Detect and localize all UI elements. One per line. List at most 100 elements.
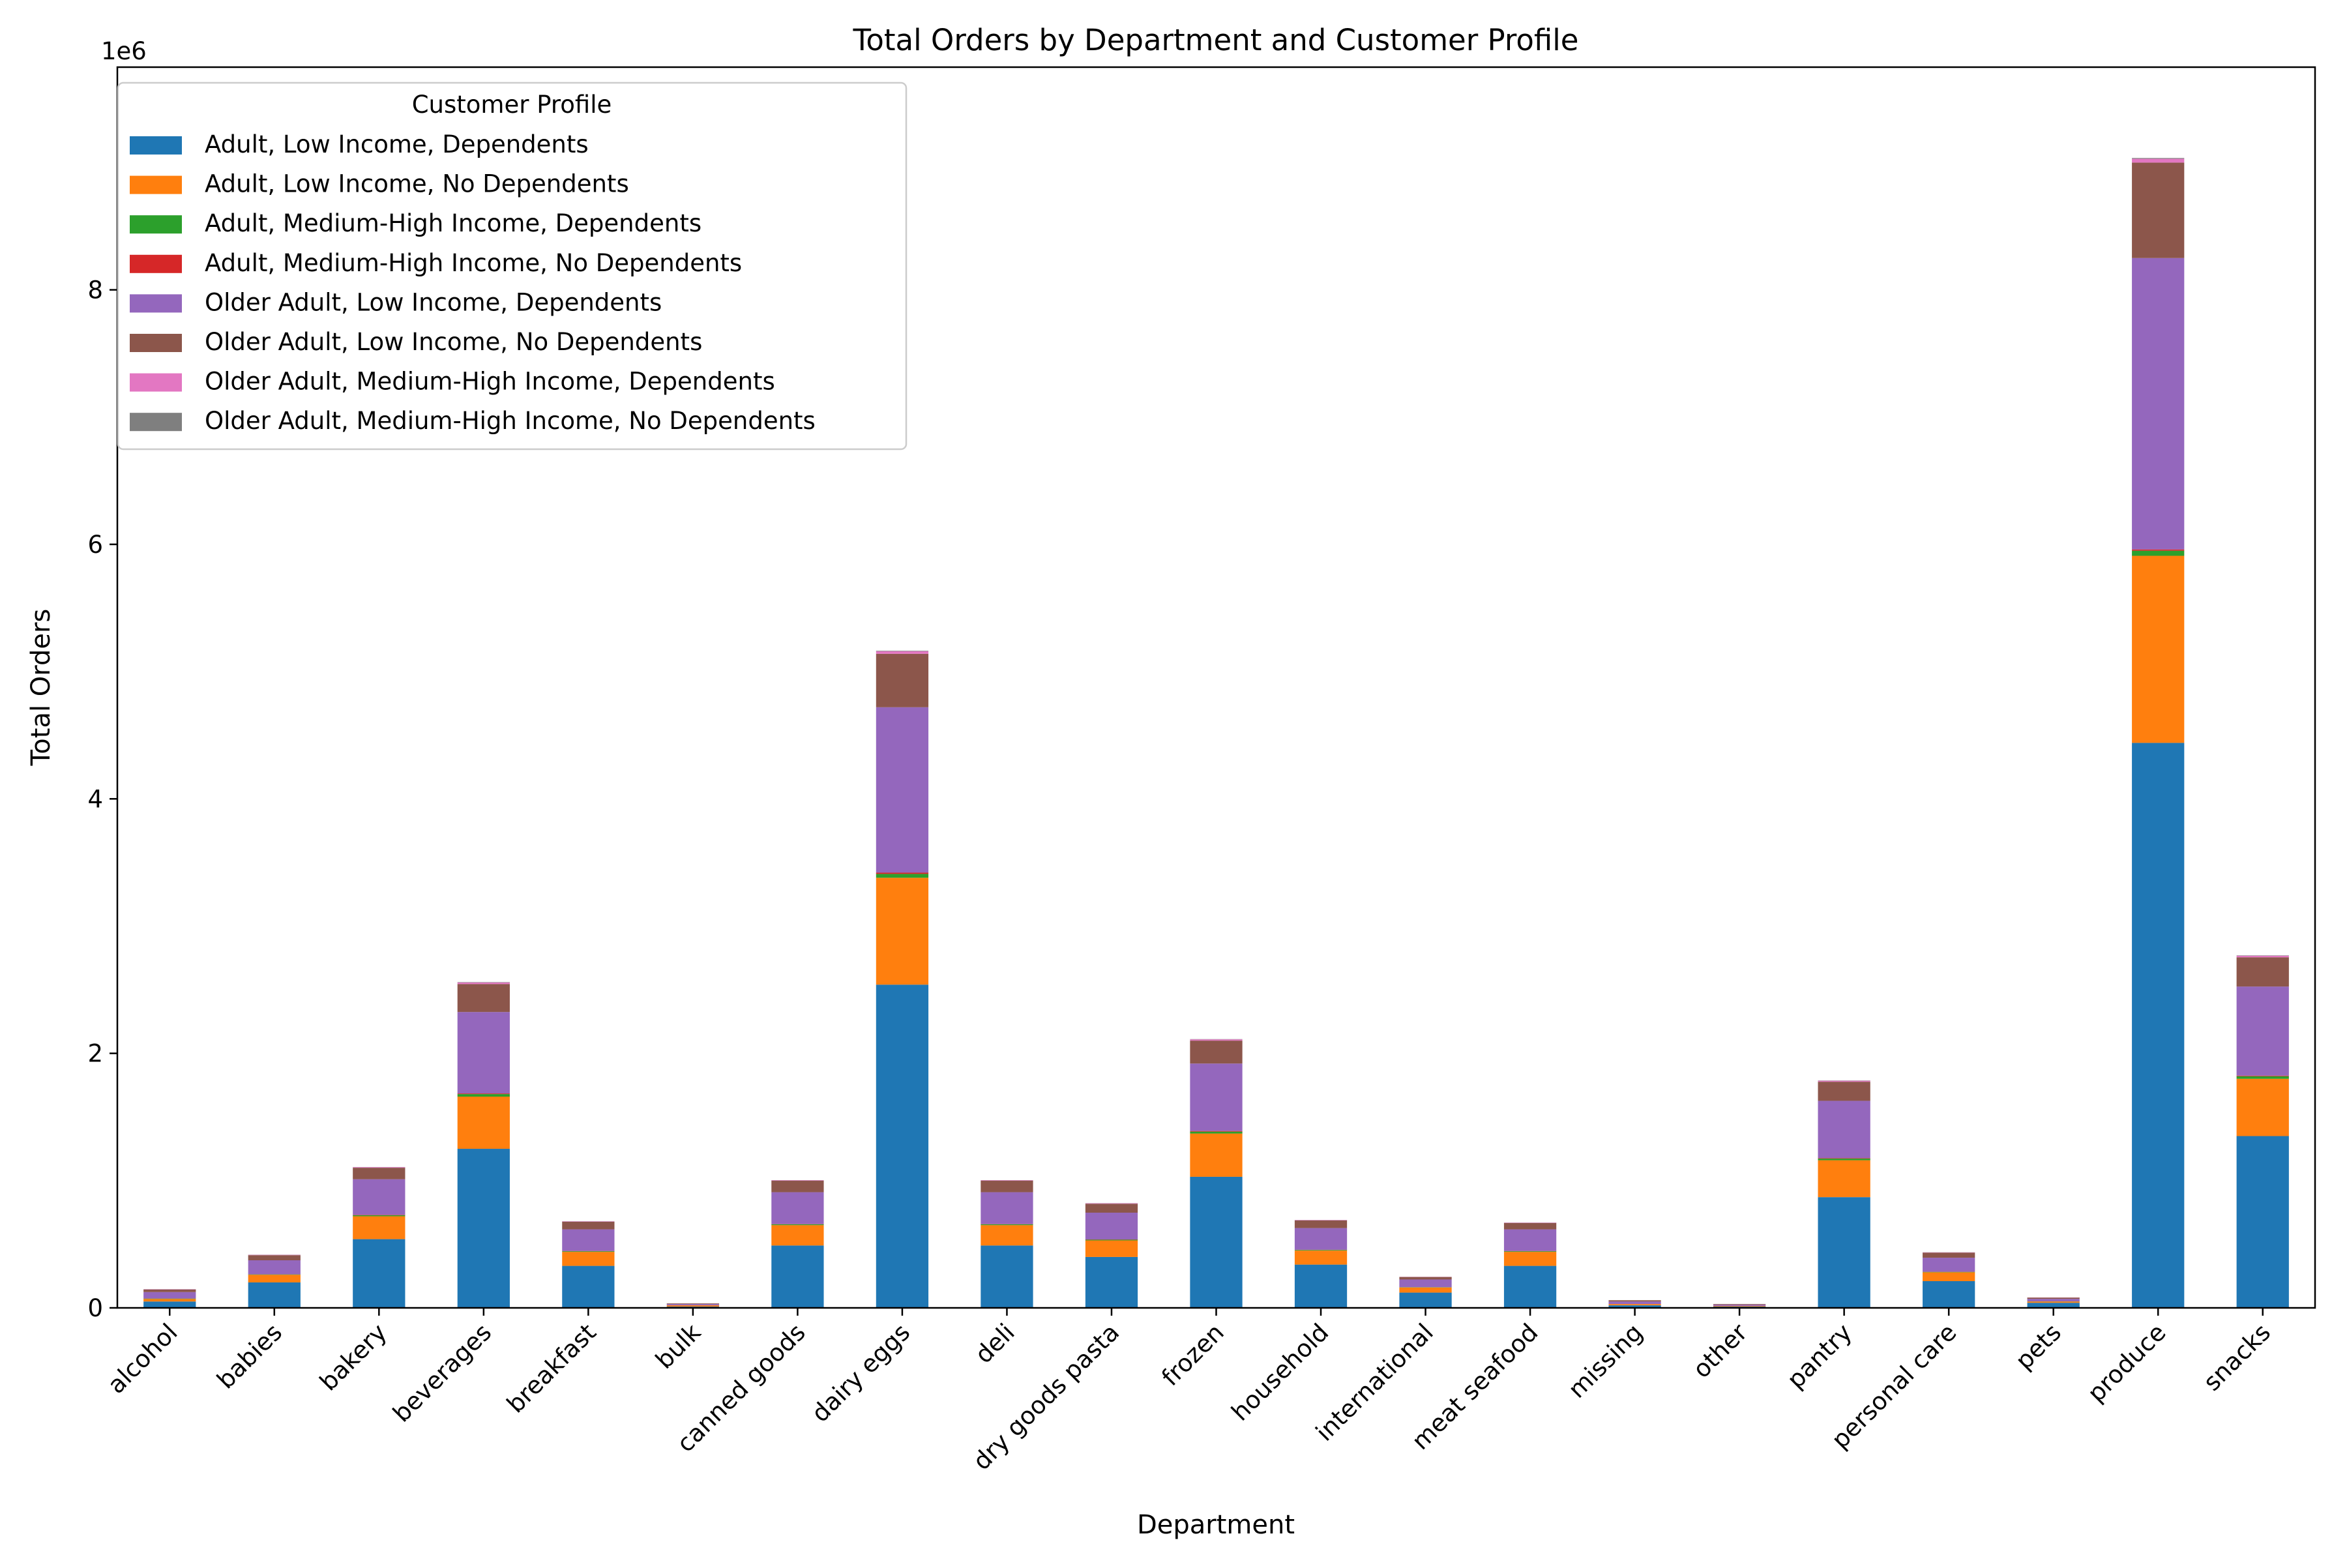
bar-segment-household-series-5 xyxy=(1295,1220,1347,1228)
legend-entry-label: Adult, Low Income, No Dependents xyxy=(205,170,629,198)
bar-segment-beverages-series-6 xyxy=(458,983,510,984)
bar-segment-other-series-4 xyxy=(1713,1305,1765,1306)
bar-segment-dairy-eggs-series-1 xyxy=(876,878,928,984)
bar-segment-bakery-series-1 xyxy=(353,1216,405,1239)
legend-swatch xyxy=(130,334,182,352)
bar-segment-bakery-series-2 xyxy=(353,1215,405,1217)
bar-segment-beverages-series-0 xyxy=(458,1149,510,1308)
bar-segment-snacks-series-4 xyxy=(2237,986,2289,1076)
legend-swatch xyxy=(130,255,182,273)
bar-segment-bulk-series-4 xyxy=(667,1304,719,1305)
bar-segment-personal-care-series-1 xyxy=(1923,1272,1975,1281)
x-axis-label: Department xyxy=(1137,1510,1295,1540)
bar-segment-pets-series-5 xyxy=(2028,1297,2080,1299)
y-tick-label: 8 xyxy=(87,276,103,304)
legend-title: Customer Profile xyxy=(412,91,612,119)
bar-segment-dairy-eggs-series-0 xyxy=(876,984,928,1308)
bar-segment-meat-seafood-series-5 xyxy=(1504,1223,1556,1230)
bar-segment-beverages-series-1 xyxy=(458,1097,510,1149)
bar-segment-pantry-series-4 xyxy=(1818,1101,1870,1158)
bar-segment-dairy-eggs-series-6 xyxy=(876,651,928,654)
bar-segment-breakfast-series-4 xyxy=(562,1230,614,1251)
bar-segment-frozen-series-0 xyxy=(1190,1177,1242,1308)
bar-segment-produce-series-1 xyxy=(2132,555,2184,743)
bar-segment-dry-goods-pasta-series-4 xyxy=(1085,1213,1138,1239)
bar-segment-frozen-series-1 xyxy=(1190,1134,1242,1177)
bar-segment-dry-goods-pasta-series-0 xyxy=(1085,1257,1138,1308)
bar-segment-pets-series-4 xyxy=(2028,1299,2080,1301)
bar-segment-pantry-series-3 xyxy=(1818,1158,1870,1159)
bar-segment-international-series-5 xyxy=(1399,1277,1451,1280)
bar-segment-breakfast-series-1 xyxy=(562,1252,614,1265)
bar-segment-frozen-series-6 xyxy=(1190,1039,1242,1041)
y-tick-label: 2 xyxy=(87,1040,103,1068)
bar-segment-missing-series-5 xyxy=(1608,1300,1661,1301)
bar-segment-meat-seafood-series-1 xyxy=(1504,1252,1556,1265)
bar-segment-canned-goods-series-6 xyxy=(771,1180,823,1181)
bar-segment-deli-series-0 xyxy=(981,1245,1033,1308)
bar-segment-alcohol-series-4 xyxy=(143,1292,196,1299)
bar-segment-alcohol-series-1 xyxy=(143,1299,196,1301)
bar-segment-deli-series-1 xyxy=(981,1225,1033,1245)
bar-segment-beverages-series-2 xyxy=(458,1094,510,1097)
bar-segment-beverages-series-3 xyxy=(458,1093,510,1094)
bar-segment-snacks-series-1 xyxy=(2237,1079,2289,1136)
bar-segment-produce-series-2 xyxy=(2132,551,2184,556)
bar-segment-pantry-series-6 xyxy=(1818,1081,1870,1082)
bar-segment-snacks-series-6 xyxy=(2237,956,2289,957)
legend-entry-label: Older Adult, Medium-High Income, Depende… xyxy=(205,368,775,396)
bar-segment-dry-goods-pasta-series-1 xyxy=(1085,1241,1138,1257)
bar-segment-pantry-series-5 xyxy=(1818,1082,1870,1101)
legend-swatch xyxy=(130,413,182,431)
legend-entry-label: Adult, Medium-High Income, Dependents xyxy=(205,209,701,237)
bar-segment-bakery-series-6 xyxy=(353,1167,405,1168)
legend-entry-label: Adult, Low Income, Dependents xyxy=(205,130,589,158)
bar-segment-snacks-series-0 xyxy=(2237,1136,2289,1308)
bar-segment-bakery-series-5 xyxy=(353,1168,405,1179)
legend-entry-label: Older Adult, Medium-High Income, No Depe… xyxy=(205,407,816,435)
bar-segment-breakfast-series-5 xyxy=(562,1222,614,1230)
bar-segment-household-series-1 xyxy=(1295,1250,1347,1264)
bar-segment-babies-series-0 xyxy=(248,1282,301,1308)
bar-segment-beverages-series-4 xyxy=(458,1012,510,1093)
bar-segment-frozen-series-4 xyxy=(1190,1063,1242,1131)
bar-segment-personal-care-series-0 xyxy=(1923,1281,1975,1308)
bar-segment-alcohol-series-5 xyxy=(143,1290,196,1292)
bar-segment-deli-series-5 xyxy=(981,1181,1033,1192)
bar-segment-other-series-1 xyxy=(1713,1306,1765,1307)
bar-segment-produce-series-5 xyxy=(2132,162,2184,258)
bar-segment-missing-series-4 xyxy=(1608,1301,1661,1304)
y-tick-label: 0 xyxy=(87,1294,103,1322)
bar-segment-deli-series-2 xyxy=(981,1224,1033,1225)
bar-segment-babies-series-1 xyxy=(248,1275,301,1282)
legend-swatch xyxy=(130,215,182,233)
bar-segment-other-series-5 xyxy=(1713,1304,1765,1305)
bar-segment-produce-series-3 xyxy=(2132,550,2184,551)
bar-segment-dry-goods-pasta-series-5 xyxy=(1085,1204,1138,1213)
bar-segment-breakfast-series-0 xyxy=(562,1266,614,1308)
y-axis-label: Total Orders xyxy=(26,609,56,767)
bar-segment-personal-care-series-2 xyxy=(1923,1272,1975,1273)
y-tick-label: 6 xyxy=(87,531,103,559)
bar-segment-canned-goods-series-5 xyxy=(771,1181,823,1192)
bar-segment-snacks-series-5 xyxy=(2237,957,2289,986)
bar-segment-frozen-series-2 xyxy=(1190,1132,1242,1134)
bar-segment-frozen-series-5 xyxy=(1190,1041,1242,1063)
bar-segment-snacks-series-7 xyxy=(2237,955,2289,956)
bar-segment-bakery-series-4 xyxy=(353,1179,405,1215)
y-tick-label: 4 xyxy=(87,785,103,813)
bar-segment-beverages-series-5 xyxy=(458,984,510,1012)
bar-segment-meat-seafood-series-6 xyxy=(1504,1222,1556,1223)
bar-segment-household-series-4 xyxy=(1295,1228,1347,1250)
bar-segment-dairy-eggs-series-4 xyxy=(876,707,928,873)
bar-segment-personal-care-series-5 xyxy=(1923,1252,1975,1258)
bar-segment-bulk-series-5 xyxy=(667,1303,719,1304)
bar-segment-missing-series-1 xyxy=(1608,1304,1661,1305)
bar-segment-deli-series-6 xyxy=(981,1180,1033,1181)
bar-segment-beverages-series-7 xyxy=(458,982,510,983)
legend: Customer Profile Adult, Low Income, Depe… xyxy=(118,83,906,449)
legend-swatch xyxy=(130,136,182,155)
bar-segment-breakfast-series-2 xyxy=(562,1251,614,1252)
